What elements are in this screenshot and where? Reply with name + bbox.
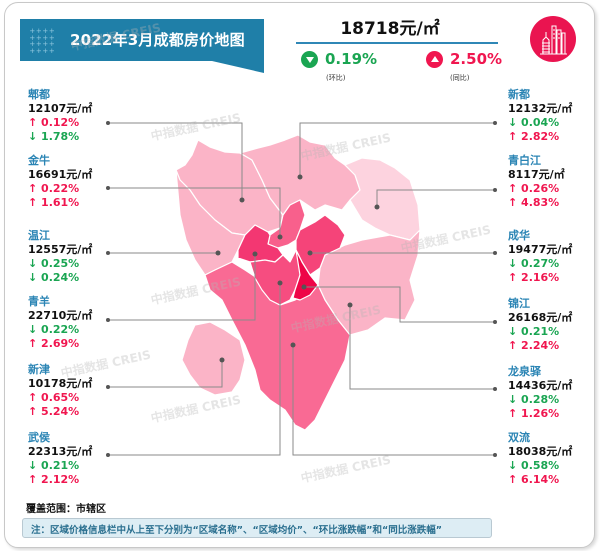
city-average-price: 18718元/㎡ xyxy=(340,19,440,39)
district-mom: ↑ 0.22% xyxy=(28,182,80,195)
mom-change: 0.19% xyxy=(301,50,377,68)
district-info-longquanyi: 龙泉驿 14436元/㎡ ↓ 0.28% ↑ 1.26% xyxy=(508,365,600,421)
district-price: 22313元/㎡ xyxy=(28,445,93,458)
district-price: 10178元/㎡ xyxy=(28,377,93,390)
district-mom: ↓ 0.58% xyxy=(508,459,560,472)
yoy-value: 2.50% xyxy=(450,50,503,68)
district-info-shuangliu: 双流 18038元/㎡ ↓ 0.58% ↑ 6.14% xyxy=(508,431,600,487)
title-banner: + + + + + + + + + + + + + + + + 2022年3月成都房价地图 xyxy=(20,19,264,61)
leader-line-wuhou xyxy=(108,283,281,456)
district-mom: ↓ 0.22% xyxy=(28,323,80,336)
district-info-xindu: 新都 12132元/㎡ ↓ 0.04% ↑ 2.82% xyxy=(508,88,600,144)
district-price: 12132元/㎡ xyxy=(508,102,573,115)
district-price: 26168元/㎡ xyxy=(508,311,573,324)
district-mom: ↓ 0.04% xyxy=(508,116,560,129)
district-region-qingbaijiang xyxy=(344,157,421,241)
district-price: 16691元/㎡ xyxy=(28,168,93,181)
district-info-xinjin: 新津 10178元/㎡ ↑ 0.65% ↑ 5.24% xyxy=(28,363,120,419)
district-price: 14436元/㎡ xyxy=(508,379,573,392)
district-name: 青羊 xyxy=(28,295,50,308)
district-price: 12557元/㎡ xyxy=(28,243,93,256)
title-banner-tail xyxy=(212,61,264,73)
district-name: 新都 xyxy=(508,88,530,101)
district-mom: ↑ 0.65% xyxy=(28,391,80,404)
district-info-qingyang: 青羊 22710元/㎡ ↓ 0.22% ↑ 2.69% xyxy=(28,295,120,351)
district-yoy: ↑ 2.12% xyxy=(28,473,80,486)
leader-line-jinjiang xyxy=(304,286,495,323)
coverage-text: 覆盖范围：市辖区 xyxy=(26,504,106,515)
district-price: 12107元/㎡ xyxy=(28,102,93,115)
district-info-chenghua: 成华 19477元/㎡ ↓ 0.27% ↑ 2.16% xyxy=(508,229,600,285)
district-mom: ↓ 0.25% xyxy=(28,257,80,270)
district-mom: ↓ 0.28% xyxy=(508,393,560,406)
district-region-xinjin xyxy=(181,321,246,396)
district-yoy: ↑ 6.14% xyxy=(508,473,560,486)
district-name: 成华 xyxy=(508,229,530,242)
district-region-shuangliu xyxy=(204,261,351,431)
district-yoy: ↑ 5.24% xyxy=(28,405,80,418)
leader-line-xindu xyxy=(299,122,495,177)
leader-line-shuangliu xyxy=(292,345,495,456)
note-box: 注：区域价格信息栏中从上至下分别为“区域名称”、“区域均价”、“环比涨跌幅”和“… xyxy=(22,518,492,538)
district-price: 8117元/㎡ xyxy=(508,168,565,181)
district-mom: ↓ 0.21% xyxy=(28,459,80,472)
yoy-label: (同比) xyxy=(450,74,470,82)
district-info-pidu: 郫都 12107元/㎡ ↑ 0.12% ↓ 1.78% xyxy=(28,88,120,144)
leader-line-qingbaijiang xyxy=(376,189,495,207)
average-price-underline xyxy=(296,42,498,44)
district-yoy: ↑ 4.83% xyxy=(508,196,560,209)
district-yoy: ↓ 1.78% xyxy=(28,130,80,143)
district-name: 新津 xyxy=(28,363,50,376)
district-price: 22710元/㎡ xyxy=(28,309,93,322)
mom-label: (环比) xyxy=(326,74,346,82)
district-info-qingbaijiang: 青白江 8117元/㎡ ↑ 0.26% ↑ 4.83% xyxy=(508,154,600,210)
district-info-jinjiang: 锦江 26168元/㎡ ↓ 0.21% ↑ 2.24% xyxy=(508,297,600,353)
district-info-wuhou: 武侯 22313元/㎡ ↓ 0.21% ↑ 2.12% xyxy=(28,431,120,487)
district-mom: ↓ 0.27% xyxy=(508,257,560,270)
district-yoy: ↑ 1.61% xyxy=(28,196,80,209)
leader-line-longquanyi xyxy=(349,305,495,390)
district-price: 18038元/㎡ xyxy=(508,445,573,458)
leader-line-xinjin xyxy=(108,360,223,388)
district-name: 锦江 xyxy=(508,297,530,310)
page-title: 2022年3月成都房价地图 xyxy=(70,31,245,49)
district-name: 龙泉驿 xyxy=(508,365,541,378)
city-buildings-icon xyxy=(540,25,567,55)
leader-line-pidu xyxy=(108,122,243,200)
dot-grid-decoration: + + + + + + + + + + + + + + + + xyxy=(29,27,55,55)
district-name: 温江 xyxy=(28,229,50,242)
up-triangle-icon xyxy=(426,50,443,68)
district-yoy: ↑ 2.24% xyxy=(508,339,560,352)
district-yoy: ↑ 2.69% xyxy=(28,337,80,350)
district-mom: ↑ 0.26% xyxy=(508,182,560,195)
leader-line-jinniu xyxy=(108,187,281,237)
district-price: 19477元/㎡ xyxy=(508,243,573,256)
yoy-change: 2.50% xyxy=(426,50,502,68)
district-name: 青白江 xyxy=(508,154,541,167)
district-mom: ↑ 0.12% xyxy=(28,116,80,129)
district-yoy: ↑ 2.16% xyxy=(508,271,560,284)
district-name: 双流 xyxy=(508,431,530,444)
district-name: 郫都 xyxy=(28,88,50,101)
district-yoy: ↑ 2.82% xyxy=(508,130,560,143)
leader-line-qingyang xyxy=(108,254,256,321)
down-triangle-icon xyxy=(301,50,318,68)
city-logo xyxy=(530,16,576,62)
district-info-wenjiang: 温江 12557元/㎡ ↓ 0.25% ↓ 0.24% xyxy=(28,229,120,285)
district-yoy: ↑ 1.26% xyxy=(508,407,560,420)
district-mom: ↓ 0.21% xyxy=(508,325,560,338)
district-yoy: ↓ 0.24% xyxy=(28,271,80,284)
district-name: 武侯 xyxy=(28,431,50,444)
district-name: 金牛 xyxy=(28,154,50,167)
district-info-jinniu: 金牛 16691元/㎡ ↑ 0.22% ↑ 1.61% xyxy=(28,154,120,210)
mom-value: 0.19% xyxy=(325,50,378,68)
